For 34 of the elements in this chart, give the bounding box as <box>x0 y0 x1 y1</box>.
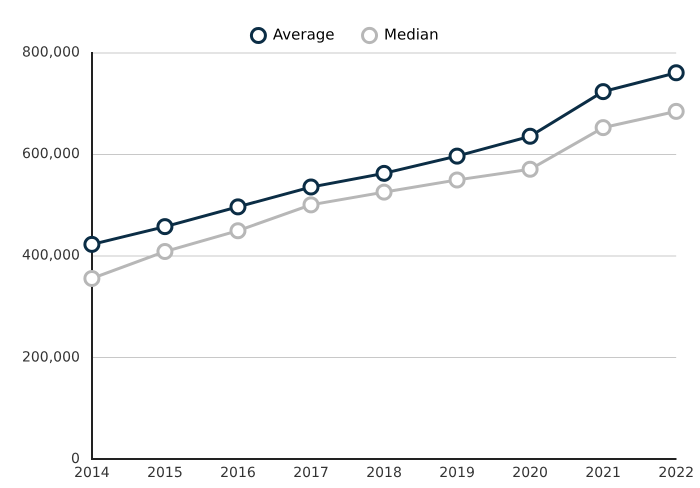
point <box>83 270 100 287</box>
point <box>156 218 174 236</box>
point <box>302 178 320 196</box>
point <box>156 243 174 260</box>
point <box>448 148 466 165</box>
y-tick-label: 400,000 <box>22 248 80 264</box>
y-tick-label: 800,000 <box>22 44 80 61</box>
y-tick-label: 600,000 <box>22 146 80 162</box>
point <box>83 236 100 253</box>
legend-label: Average <box>272 25 335 44</box>
x-tick-label: 2018 <box>366 465 402 482</box>
point <box>229 222 246 240</box>
legend-label: Median <box>384 25 439 44</box>
x-tick-label: 2022 <box>658 465 694 482</box>
point <box>229 198 246 216</box>
point <box>594 119 612 136</box>
x-tick-label: 2019 <box>439 465 475 482</box>
point <box>594 83 612 100</box>
point <box>522 160 539 178</box>
point <box>376 184 393 201</box>
x-tick-label: 2014 <box>74 465 110 482</box>
x-tick-label: 2020 <box>512 465 548 482</box>
point <box>668 102 685 120</box>
point <box>376 164 393 182</box>
point <box>448 171 466 188</box>
point <box>522 128 539 145</box>
x-tick-label: 2016 <box>220 465 256 482</box>
x-tick-label: 2017 <box>293 465 329 482</box>
y-tick-label: 0 <box>70 450 80 467</box>
point <box>302 196 320 214</box>
x-tick-label: 2015 <box>147 465 183 482</box>
x-tick-label: 2021 <box>585 465 621 482</box>
y-tick-label: 200,000 <box>22 349 80 366</box>
point <box>668 64 685 82</box>
